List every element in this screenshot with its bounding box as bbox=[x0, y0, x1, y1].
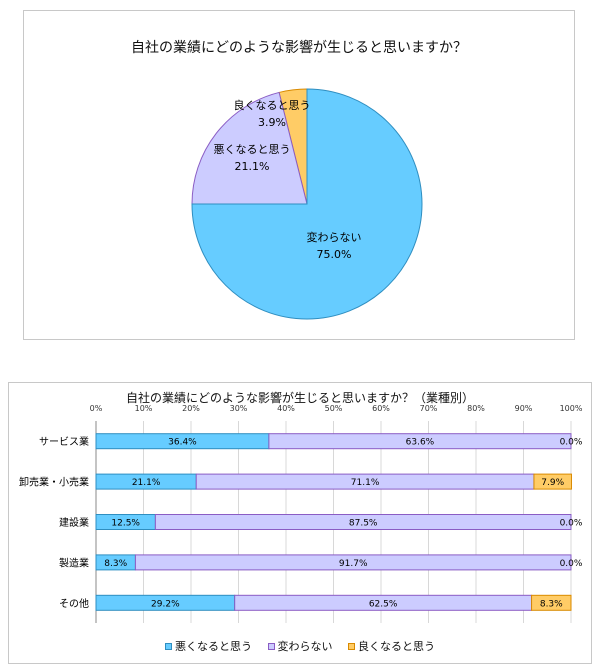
x-tick-label: 60% bbox=[372, 404, 390, 413]
category-label: 製造業 bbox=[59, 556, 89, 569]
pie-slice bbox=[191, 91, 308, 205]
bar-chart-legend: 悪くなると思う 変わらない 良くなると思う bbox=[9, 638, 591, 654]
bar-value-label: 0.0% bbox=[560, 559, 583, 569]
bar-value-label: 29.2% bbox=[151, 599, 180, 609]
legend-swatch-same bbox=[267, 642, 275, 650]
pie-slice-label: 良くなると思う bbox=[234, 98, 311, 112]
bar-segment bbox=[134, 554, 572, 571]
category-label: 卸売業・小売業 bbox=[19, 476, 89, 489]
bar-chart: 0% 10% 20% 30% 40% 50% 60% 70% 80% 90% 100% サービス業 36… bbox=[19, 404, 583, 623]
pie-chart: 良くなると思う 3.9% 悪くなると思う 21.1% 変わらない 75.0% bbox=[191, 88, 423, 320]
bar-value-label: 7.9% bbox=[541, 478, 564, 488]
x-tick-label: 100% bbox=[560, 404, 583, 413]
x-tick-label: 30% bbox=[230, 404, 248, 413]
pie-slice bbox=[191, 88, 423, 320]
legend-swatch-good bbox=[348, 642, 355, 650]
bar-value-label: 91.7% bbox=[339, 559, 368, 569]
bar-value-label: 62.5% bbox=[369, 599, 398, 609]
pie-slice-label: 変わらない bbox=[307, 230, 362, 244]
pie-slice-value: 3.9% bbox=[258, 116, 286, 129]
bar-value-label: 71.1% bbox=[351, 478, 380, 488]
bar-chart-panel: 自社の業績にどのような影響が生じると思いますか？（業種別） 0% 10% 20% 30… bbox=[8, 382, 592, 664]
x-tick-label: 80% bbox=[467, 404, 485, 413]
pie-slice-label: 悪くなると思う bbox=[214, 143, 291, 156]
bar-value-label: 0.0% bbox=[560, 519, 583, 529]
pie-slice-value: 21.1% bbox=[235, 160, 270, 173]
legend-swatch-bad bbox=[165, 642, 172, 650]
bar-value-label: 0.0% bbox=[560, 438, 583, 448]
bar-value-label: 21.1% bbox=[132, 478, 161, 488]
x-tick-label: 10% bbox=[135, 404, 153, 413]
bar-value-label: 8.3% bbox=[540, 599, 563, 609]
x-tick-label: 50% bbox=[325, 404, 343, 413]
x-tick-label: 70% bbox=[420, 404, 438, 413]
x-tick-label: 0% bbox=[90, 404, 103, 413]
bar-value-label: 8.3% bbox=[104, 559, 127, 569]
bar-segment bbox=[533, 473, 572, 490]
bar-value-label: 36.4% bbox=[168, 438, 197, 448]
bar-segment bbox=[154, 514, 572, 530]
category-label: サービス業 bbox=[39, 435, 89, 448]
bar-value-label: 87.5% bbox=[349, 519, 378, 529]
legend-label-same: 変わらない bbox=[277, 640, 333, 653]
legend-item-good: 良くなると思う bbox=[348, 638, 435, 654]
legend-label-good: 良くなると思う bbox=[358, 640, 435, 653]
category-label: 建設業 bbox=[59, 516, 89, 529]
legend-item-same: 変わらない bbox=[267, 638, 333, 654]
bar-value-label: 12.5% bbox=[111, 519, 140, 529]
x-tick-label: 40% bbox=[277, 404, 295, 413]
pie-chart-title: 自社の業績にどのような影響が生じると思いますか？ bbox=[131, 40, 467, 56]
legend-item-bad: 悪くなると思う bbox=[165, 638, 252, 654]
bar-segment bbox=[531, 594, 572, 611]
pie-slice-value: 75.0% bbox=[317, 248, 352, 261]
pie-chart-panel: 自社の業績にどのような影響が生じると思いますか？ 良くなると思う 3.9% 悪くなる… bbox=[23, 10, 575, 340]
category-label: その他 bbox=[59, 597, 89, 610]
bar-segment bbox=[268, 433, 572, 450]
legend-label-bad: 悪くなると思う bbox=[175, 640, 252, 653]
bar-value-label: 63.6% bbox=[406, 438, 435, 448]
x-tick-label: 20% bbox=[182, 404, 200, 413]
x-tick-label: 90% bbox=[515, 404, 533, 413]
bar-chart-title: 自社の業績にどのような影響が生じると思いますか？（業種別） bbox=[125, 391, 474, 405]
